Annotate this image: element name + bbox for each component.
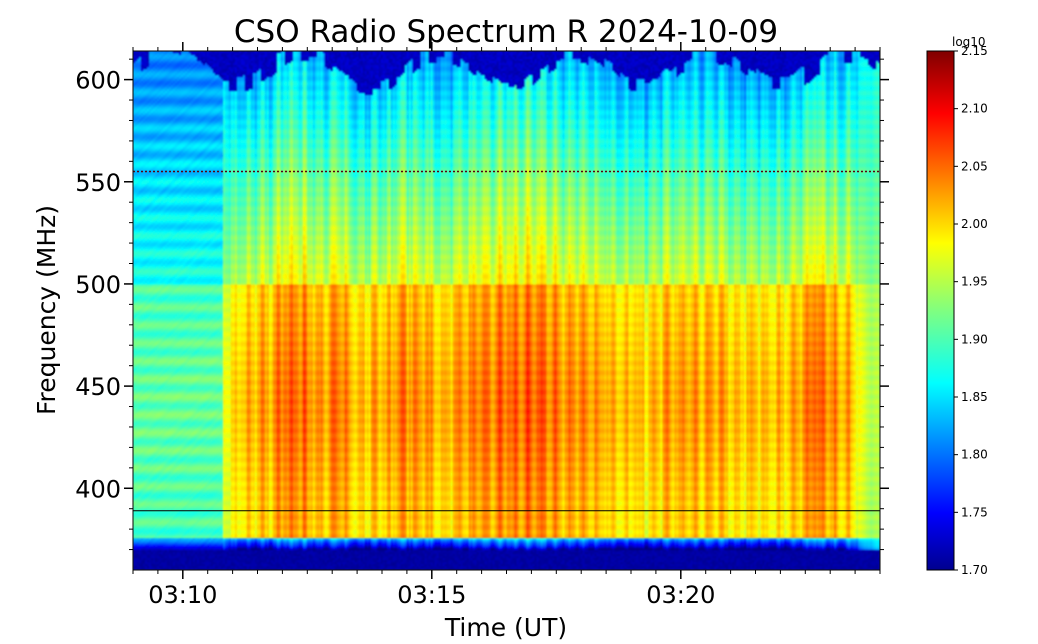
colorbar-tick-label: 1.80 xyxy=(961,448,988,462)
colorbar-unit-label: log10 xyxy=(952,35,986,49)
chart-title: CSO Radio Spectrum R 2024-10-09 xyxy=(234,14,778,50)
y-tick-label: 400 xyxy=(75,475,121,503)
y-tick-label: 600 xyxy=(75,67,121,95)
colorbar-tick-label: 1.90 xyxy=(961,332,988,346)
colorbar-tick-label: 1.75 xyxy=(961,505,988,519)
colorbar-tick-label: 2.00 xyxy=(961,217,988,231)
x-tick-label: 03:20 xyxy=(646,581,715,609)
x-tick-label: 03:10 xyxy=(148,581,217,609)
y-axis-label: Frequency (MHz) xyxy=(32,205,61,415)
colorbar-tick-label: 2.15 xyxy=(961,44,988,58)
heatmap-image xyxy=(133,51,880,570)
y-tick-label: 500 xyxy=(75,271,121,299)
colorbar-tick-label: 1.85 xyxy=(961,390,988,404)
x-axis: 03:10 03:15 03:20 xyxy=(132,42,881,609)
y-tick-label: 550 xyxy=(75,169,121,197)
plot-area xyxy=(133,51,880,570)
x-axis-label: Time (UT) xyxy=(444,613,567,642)
colorbar-tick-label: 1.95 xyxy=(961,275,988,289)
colorbar-tick-label: 1.70 xyxy=(961,563,988,577)
colorbar-tick-label: 2.05 xyxy=(961,159,988,173)
colorbar-ticks: 1.70 1.75 1.80 1.85 1.90 1.95 2.00 2.05 2.10 2.15 xyxy=(954,44,988,577)
x-tick-label: 03:15 xyxy=(397,581,466,609)
colorbar: 1.70 1.75 1.80 1.85 1.90 1.95 2.00 2.05 2.10 2.15… xyxy=(926,35,988,577)
y-tick-label: 450 xyxy=(75,373,121,401)
y-axis: 400 450 500 550 600 xyxy=(75,58,889,551)
colorbar-tick-label: 2.10 xyxy=(961,102,988,116)
colorbar-gradient xyxy=(926,50,955,571)
